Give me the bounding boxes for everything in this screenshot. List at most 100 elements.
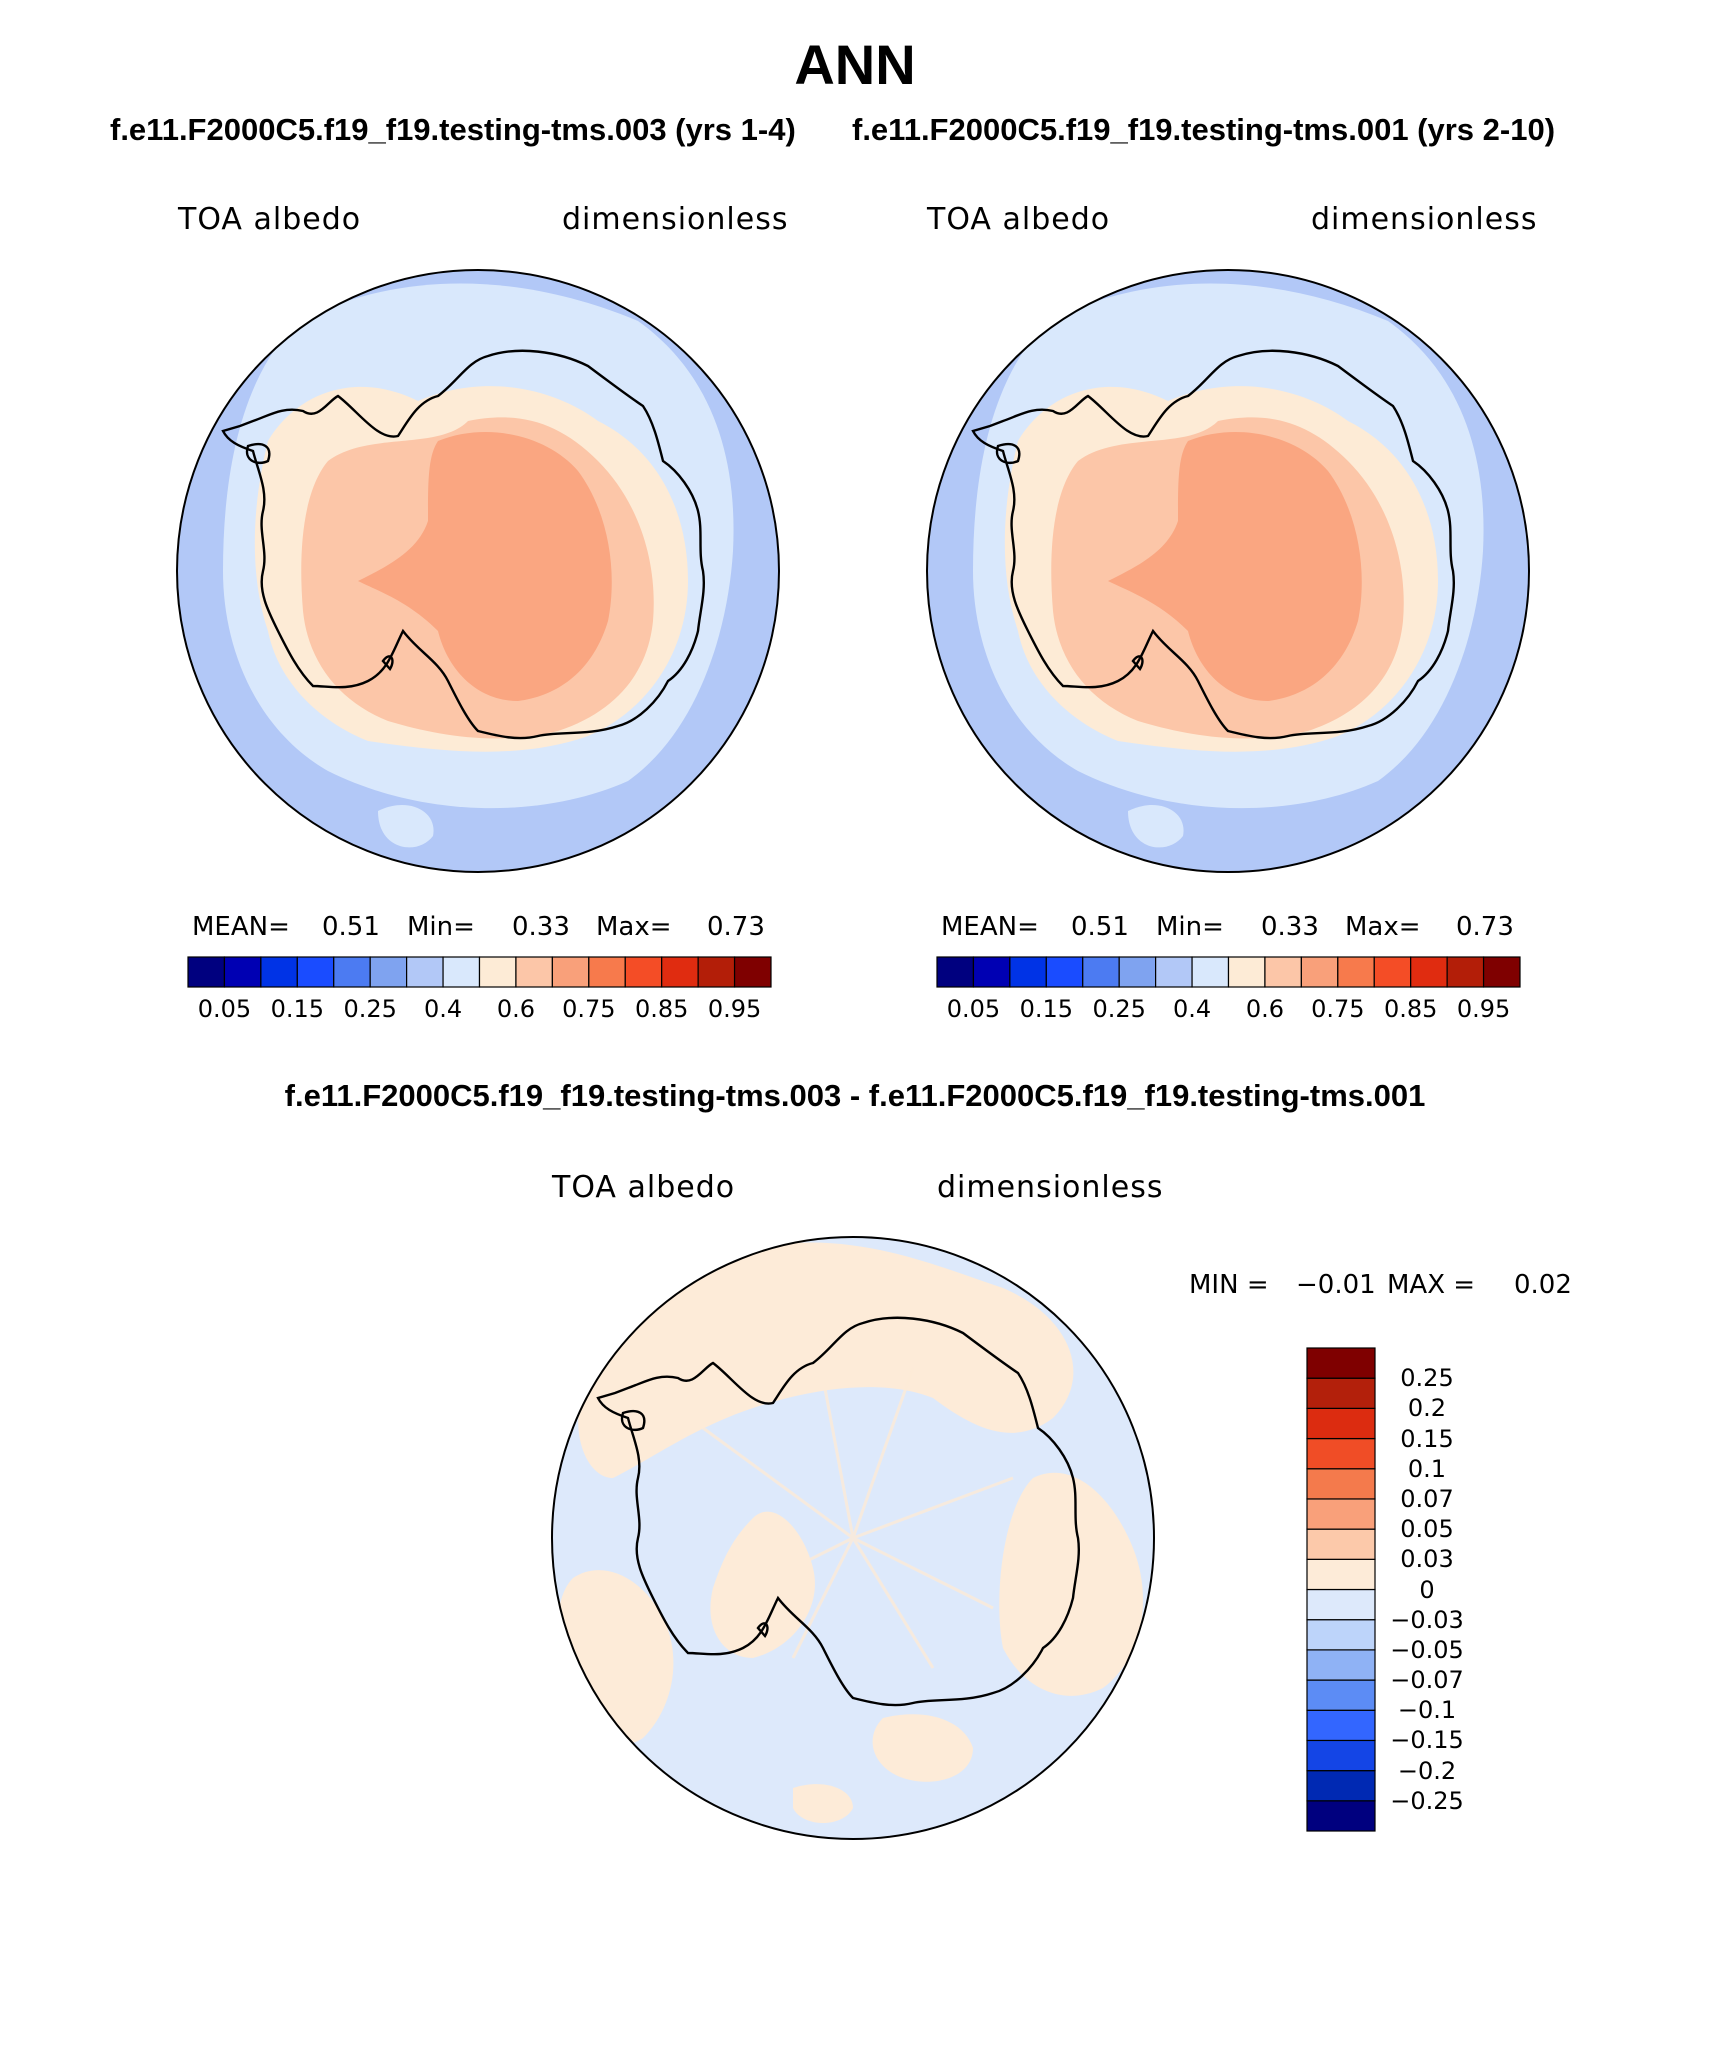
left-colorbar-swatch (406, 956, 444, 988)
diff-colorbar-label: −0.15 (1390, 1726, 1464, 1755)
diff-units-label: dimensionless (937, 1170, 1164, 1205)
left-colorbar-label: 0.15 (270, 995, 325, 1023)
right-max-label: Max= (1345, 912, 1421, 942)
left-colorbar-label: 0.05 (197, 995, 252, 1023)
right-colorbar-swatch (1337, 956, 1375, 988)
right-colorbar-swatch (1009, 956, 1047, 988)
left-colorbar-swatch (624, 956, 663, 988)
diff-colorbar-label: 0.07 (1400, 1484, 1454, 1513)
diff-min-label: MIN = (1189, 1270, 1269, 1300)
right-colorbar-label: 0.05 (946, 995, 1001, 1023)
left-variable-label: TOA albedo (178, 202, 362, 237)
diff-min-value: −0.01 (1296, 1270, 1376, 1300)
diff-colorbar-swatch (1306, 1588, 1376, 1621)
left-colorbar-swatch (223, 956, 262, 988)
diff-max-value: 0.02 (1514, 1270, 1572, 1300)
left-colorbar-swatch (369, 956, 408, 988)
right-colorbar-label: 0.15 (1019, 995, 1074, 1023)
left-colorbar-swatch (661, 956, 699, 988)
diff-colorbar-swatch (1306, 1407, 1376, 1440)
left-colorbar-swatch (187, 956, 226, 988)
right-colorbar-label: 0.25 (1092, 995, 1146, 1023)
right-variable-label: TOA albedo (927, 202, 1111, 237)
diff-colorbar-swatch (1306, 1437, 1376, 1470)
left-colorbar (187, 956, 772, 988)
left-colorbar-swatch (588, 956, 626, 988)
diff-colorbar-swatch (1306, 1377, 1376, 1409)
diff-colorbar-swatch (1306, 1498, 1376, 1530)
right-colorbar-swatch (1300, 956, 1339, 988)
right-min-label: Min= (1156, 912, 1224, 942)
right-colorbar-swatch (1373, 956, 1412, 988)
left-colorbar-swatch (515, 956, 553, 988)
diff-colorbar-label: −0.25 (1390, 1786, 1464, 1815)
diff-colorbar-label: −0.2 (1397, 1756, 1457, 1785)
diff-colorbar-swatch (1306, 1649, 1376, 1681)
diff-colorbar-label: −0.05 (1390, 1635, 1464, 1664)
left-colorbar-swatch (333, 956, 371, 988)
diff-radial-streaks (702, 1367, 1014, 1669)
right-mean-value: 0.51 (1071, 912, 1129, 942)
right-colorbar-swatch (936, 956, 975, 988)
left-colorbar-swatch (442, 956, 481, 988)
left-colorbar-label: 0.25 (343, 995, 397, 1023)
right-min-value: 0.33 (1261, 912, 1319, 942)
diff-colorbar-label: 0.2 (1407, 1394, 1447, 1423)
right-colorbar-swatch (1155, 956, 1193, 988)
diff-colorbar-swatch (1306, 1528, 1376, 1560)
left-colorbar-label: 0.95 (707, 995, 762, 1023)
left-colorbar-swatch (296, 956, 335, 988)
diff-colorbar-swatch (1306, 1709, 1376, 1742)
left-units-label: dimensionless (562, 202, 789, 237)
diff-colorbar-swatch (1306, 1770, 1376, 1802)
right-colorbar-swatch (1118, 956, 1157, 988)
diff-colorbar-label: 0 (1419, 1575, 1435, 1604)
left-max-value: 0.73 (707, 912, 765, 942)
left-colorbar-label: 0.75 (562, 995, 616, 1023)
left-colorbar-label: 0.6 (496, 995, 536, 1023)
diff-colorbar-label: 0.1 (1407, 1454, 1447, 1483)
diff-colorbar-swatch (1306, 1619, 1376, 1651)
right-colorbar-swatch (1446, 956, 1485, 988)
diff-colorbar-swatch (1306, 1558, 1376, 1591)
diff-colorbar-swatch (1306, 1468, 1376, 1500)
diff-colorbar-label: −0.03 (1390, 1605, 1464, 1634)
right-mean-label: MEAN= (941, 912, 1039, 942)
right-colorbar-label: 0.95 (1456, 995, 1511, 1023)
right-max-value: 0.73 (1456, 912, 1514, 942)
right-colorbar-swatch (1191, 956, 1230, 988)
left-max-label: Max= (596, 912, 672, 942)
panel-title-right: f.e11.F2000C5.f19_f19.testing-tms.001 (y… (852, 112, 1556, 147)
diff-colorbar (1306, 1347, 1376, 1832)
left-colorbar-swatch (478, 956, 517, 988)
left-colorbar-label: 0.4 (423, 995, 463, 1023)
right-colorbar-swatch (1482, 956, 1521, 988)
right-colorbar-swatch (1082, 956, 1120, 988)
left-mean-value: 0.51 (322, 912, 380, 942)
right-colorbar (936, 956, 1521, 988)
diff-colorbar-label: 0.05 (1400, 1515, 1454, 1544)
right-colorbar-label: 0.6 (1245, 995, 1285, 1023)
diff-max-label: MAX = (1387, 1270, 1476, 1300)
diff-polar-map (551, 1236, 1155, 1840)
diff-colorbar-label: 0.03 (1400, 1545, 1454, 1574)
right-units-label: dimensionless (1311, 202, 1538, 237)
left-min-label: Min= (407, 912, 475, 942)
panel-title-left: f.e11.F2000C5.f19_f19.testing-tms.003 (y… (110, 112, 796, 147)
right-colorbar-swatch (1227, 956, 1266, 988)
page-title: ANN (794, 33, 916, 96)
left-polar-map (176, 269, 780, 873)
diff-colorbar-swatch (1306, 1739, 1376, 1772)
left-colorbar-label: 0.85 (634, 995, 689, 1023)
right-colorbar-label: 0.4 (1172, 995, 1212, 1023)
diff-colorbar-label: 0.15 (1400, 1424, 1454, 1453)
right-colorbar-swatch (1410, 956, 1448, 988)
diff-colorbar-swatch (1306, 1679, 1376, 1711)
left-min-value: 0.33 (512, 912, 570, 942)
diff-colorbar-label: −0.07 (1390, 1666, 1464, 1695)
left-colorbar-swatch (551, 956, 590, 988)
left-colorbar-swatch (733, 956, 772, 988)
diff-colorbar-swatch (1306, 1347, 1376, 1379)
right-colorbar-label: 0.85 (1383, 995, 1438, 1023)
